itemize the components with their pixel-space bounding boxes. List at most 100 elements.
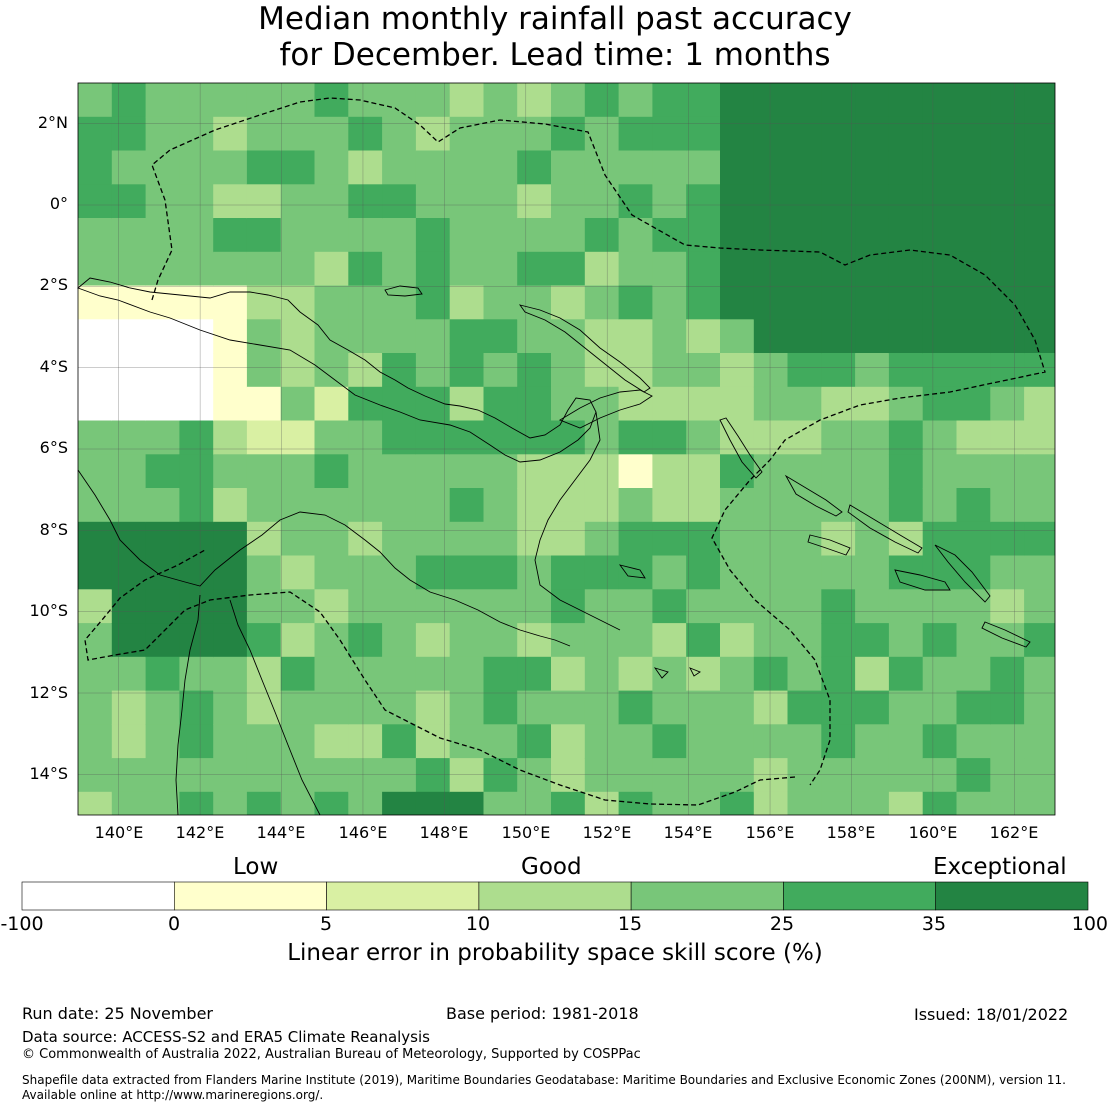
skill-cell xyxy=(78,656,113,692)
skill-cell xyxy=(551,589,586,624)
skill-cell xyxy=(78,690,113,725)
skill-cell xyxy=(922,184,958,219)
skill-cell xyxy=(855,454,890,489)
skill-cell xyxy=(720,521,755,557)
skill-cell xyxy=(1024,791,1055,815)
skill-cell xyxy=(618,353,653,388)
lon-tick-156e: 156°E xyxy=(745,823,795,842)
skill-cell xyxy=(78,589,113,624)
skill-cell xyxy=(686,420,721,455)
skill-cell xyxy=(179,353,214,388)
skill-cell xyxy=(1024,353,1055,388)
skill-cell xyxy=(720,589,755,624)
skill-cell xyxy=(517,724,552,759)
skill-cell xyxy=(246,251,282,287)
skill-cell xyxy=(1024,319,1055,354)
skill-cell xyxy=(314,251,349,287)
skill-cell xyxy=(314,454,349,489)
skill-cell xyxy=(720,623,755,658)
skill-cell xyxy=(246,319,282,354)
skill-cell xyxy=(686,285,721,320)
skill-cell xyxy=(551,218,586,253)
skill-cell xyxy=(280,454,316,489)
cape-york-east-coast xyxy=(229,599,321,816)
colorbar-tick: 5 xyxy=(319,913,333,935)
skill-cell xyxy=(720,83,755,118)
skill-cell xyxy=(145,420,180,455)
skill-cell xyxy=(888,319,924,354)
skill-cell xyxy=(753,488,789,523)
skill-cell xyxy=(382,386,417,422)
skill-cell xyxy=(686,488,721,523)
skill-cell xyxy=(821,150,856,185)
skill-cell xyxy=(922,251,958,287)
skill-cell xyxy=(855,218,890,253)
skill-cell xyxy=(584,285,620,320)
skill-cell xyxy=(787,218,822,253)
skill-cell xyxy=(753,251,789,287)
skill-cell xyxy=(517,791,552,815)
skill-cell xyxy=(382,623,417,658)
skill-cell xyxy=(111,656,147,692)
skill-cell xyxy=(111,724,147,759)
skill-cell xyxy=(78,353,113,388)
skill-cell xyxy=(652,150,687,185)
skill-cell xyxy=(483,521,518,557)
papua-south-coast xyxy=(77,469,571,647)
skill-cell xyxy=(483,758,518,793)
legend-category-exceptional: Exceptional xyxy=(933,854,1067,880)
skill-cell xyxy=(956,521,991,557)
skill-cell xyxy=(179,521,214,557)
lon-tick-160e: 160°E xyxy=(908,823,958,842)
copyright: © Commonwealth of Australia 2022, Austra… xyxy=(22,1047,641,1062)
skill-cell xyxy=(111,184,147,219)
lon-tick-142e: 142°E xyxy=(175,823,225,842)
skill-cell xyxy=(888,488,924,523)
skill-cell xyxy=(720,116,755,152)
skill-cell xyxy=(145,690,180,725)
skill-cell xyxy=(213,116,248,152)
skill-cell xyxy=(618,488,653,523)
skill-cell xyxy=(855,319,890,354)
skill-cell xyxy=(584,251,620,287)
skill-cell xyxy=(821,184,856,219)
skill-cell xyxy=(415,319,451,354)
skill-cell xyxy=(618,251,653,287)
skill-cell xyxy=(652,83,687,118)
skill-cell xyxy=(415,488,451,523)
skill-cell xyxy=(179,285,214,320)
skill-cell xyxy=(753,521,789,557)
skill-cell xyxy=(517,420,552,455)
skill-cell xyxy=(551,353,586,388)
skill-cell xyxy=(483,353,518,388)
skill-cell xyxy=(821,319,856,354)
skill-cell xyxy=(78,251,113,287)
lon-tick-148e: 148°E xyxy=(419,823,469,842)
skill-cell xyxy=(179,488,214,523)
skill-cell xyxy=(618,150,653,185)
skill-cell xyxy=(145,623,180,658)
skill-cell xyxy=(990,521,1025,557)
colorbar-tick: -100 xyxy=(0,913,44,935)
skill-cell xyxy=(179,555,214,590)
map-title-line1: Median monthly rainfall past accuracy xyxy=(258,1,852,37)
skill-cell xyxy=(348,420,383,455)
skill-cell xyxy=(855,589,890,624)
skill-cell xyxy=(821,623,856,658)
skill-cell xyxy=(1024,184,1055,219)
skill-cell xyxy=(449,791,485,815)
skill-cell xyxy=(652,791,687,815)
skill-cell xyxy=(686,656,721,692)
skill-cell xyxy=(314,420,349,455)
skill-cell xyxy=(990,251,1025,287)
skill-cell xyxy=(922,319,958,354)
run-date: Run date: 25 November xyxy=(22,1004,213,1023)
skill-cell xyxy=(956,386,991,422)
skill-cell xyxy=(213,758,248,793)
lon-tick-146e: 146°E xyxy=(338,823,388,842)
skill-cell xyxy=(584,589,620,624)
solomons-newgeorgia-coast xyxy=(807,534,851,556)
skill-cell xyxy=(652,454,687,489)
skill-cell xyxy=(78,791,113,815)
skill-cell xyxy=(145,488,180,523)
